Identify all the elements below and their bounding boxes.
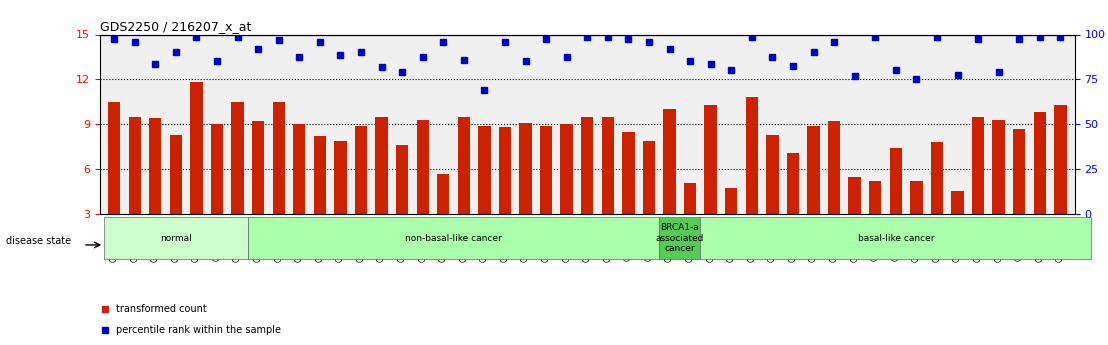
Bar xyxy=(335,141,347,214)
Bar xyxy=(191,82,203,214)
Bar xyxy=(170,135,182,214)
Bar xyxy=(787,152,799,214)
Bar xyxy=(684,183,696,214)
Text: non-basal-like cancer: non-basal-like cancer xyxy=(406,234,502,243)
Bar xyxy=(931,142,943,214)
Bar xyxy=(294,124,306,214)
Bar xyxy=(150,118,162,214)
Bar xyxy=(396,145,408,214)
Bar xyxy=(314,136,326,214)
Bar xyxy=(479,126,491,214)
Text: basal-like cancer: basal-like cancer xyxy=(858,234,934,243)
Bar xyxy=(890,148,902,214)
Bar xyxy=(910,181,923,214)
Bar xyxy=(520,123,532,214)
Text: GDS2250 / 216207_x_at: GDS2250 / 216207_x_at xyxy=(100,20,252,33)
FancyBboxPatch shape xyxy=(104,217,248,259)
Bar xyxy=(540,126,552,214)
Bar xyxy=(437,174,450,214)
Bar xyxy=(1013,129,1025,214)
Bar xyxy=(643,141,655,214)
Bar xyxy=(767,135,779,214)
Bar xyxy=(107,102,121,214)
Bar xyxy=(705,105,717,214)
Bar xyxy=(972,117,984,214)
Bar xyxy=(849,177,861,214)
FancyBboxPatch shape xyxy=(659,217,700,259)
Bar xyxy=(952,191,964,214)
Text: percentile rank within the sample: percentile rank within the sample xyxy=(116,325,281,335)
Bar xyxy=(417,120,429,214)
Bar xyxy=(252,121,265,214)
Text: BRCA1-a
associated
cancer: BRCA1-a associated cancer xyxy=(656,223,704,253)
Bar xyxy=(355,126,367,214)
Text: transformed count: transformed count xyxy=(116,304,207,314)
Bar xyxy=(993,120,1005,214)
Bar xyxy=(211,124,223,214)
Bar xyxy=(746,97,758,214)
Bar xyxy=(561,124,573,214)
Bar xyxy=(808,126,820,214)
Bar xyxy=(623,132,635,214)
Bar xyxy=(499,127,511,214)
FancyBboxPatch shape xyxy=(248,217,659,259)
Bar xyxy=(129,117,141,214)
Bar xyxy=(232,102,244,214)
Bar xyxy=(1034,112,1046,214)
Bar xyxy=(376,117,388,214)
FancyBboxPatch shape xyxy=(700,217,1091,259)
Bar xyxy=(828,121,840,214)
Bar xyxy=(458,117,470,214)
Bar xyxy=(664,109,676,214)
Bar xyxy=(273,102,285,214)
Bar xyxy=(602,117,614,214)
Text: disease state: disease state xyxy=(6,237,71,246)
Text: normal: normal xyxy=(160,234,192,243)
Bar xyxy=(1054,105,1067,214)
Bar xyxy=(869,181,881,214)
Bar xyxy=(581,117,594,214)
Bar xyxy=(725,188,738,214)
